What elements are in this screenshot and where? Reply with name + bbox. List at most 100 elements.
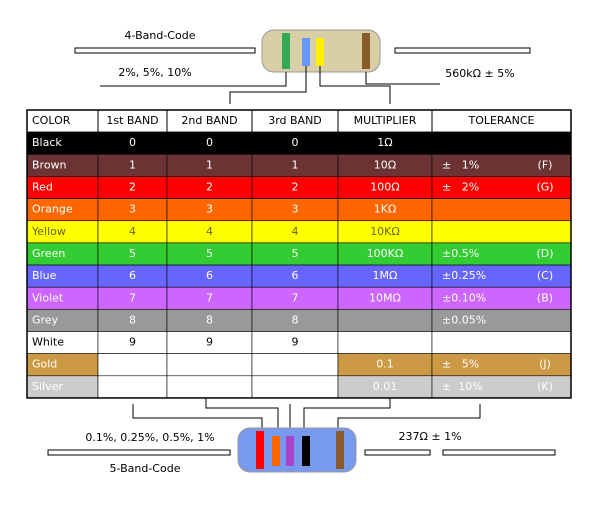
multiplier-text: 0.1 <box>376 358 394 371</box>
tolerance-text: ± 2% <box>442 181 479 194</box>
connector <box>132 404 263 430</box>
multiplier-text: 1KΩ <box>374 203 397 216</box>
color-text: Orange <box>32 203 73 216</box>
band <box>302 38 310 66</box>
band <box>316 38 324 66</box>
tolerance-code: (D) <box>536 247 553 260</box>
color-text: Silver <box>32 380 63 393</box>
connector <box>365 72 440 85</box>
connector <box>205 398 279 430</box>
example-label: 237Ω ± 1% <box>398 430 461 443</box>
color-text: Red <box>32 181 53 194</box>
color-text: Gold <box>32 358 57 371</box>
header-label: MULTIPLIER <box>354 114 417 127</box>
multiplier-text: 100KΩ <box>367 247 404 260</box>
band3-text: 7 <box>292 291 299 304</box>
tolerance-text: ±0.05% <box>442 313 486 326</box>
band2-text: 4 <box>206 225 213 238</box>
cell <box>97 353 168 377</box>
band1-text: 9 <box>129 336 136 349</box>
band2-text: 8 <box>206 313 213 326</box>
multiplier-text: 1MΩ <box>373 269 398 282</box>
band2-text: 6 <box>206 269 213 282</box>
table-border <box>26 109 572 399</box>
connector <box>100 72 287 87</box>
tolerance-code: (J) <box>539 358 551 371</box>
tolerance-label: 0.1%, 0.25%, 0.5%, 1% <box>85 431 214 444</box>
band2-text: 2 <box>206 181 213 194</box>
color-text: Blue <box>32 269 57 282</box>
multiplier-text: 1Ω <box>377 136 392 149</box>
diagram-title: 5-Band-Code <box>110 462 181 475</box>
band3-text: 4 <box>292 225 299 238</box>
multiplier-text: 10KΩ <box>370 225 400 238</box>
band <box>336 431 344 469</box>
color-text: White <box>32 336 64 349</box>
cell <box>431 131 572 155</box>
connector <box>229 66 307 104</box>
band1-text: 8 <box>129 313 136 326</box>
band3-text: 1 <box>292 158 299 171</box>
header-label: 2nd BAND <box>181 114 237 127</box>
tolerance-text: ±0.5% <box>442 247 479 260</box>
tolerance-code: (G) <box>536 181 553 194</box>
header-label: TOLERANCE <box>467 114 534 127</box>
tolerance-text: ± 10% <box>442 380 483 393</box>
tolerance-code: (K) <box>537 380 553 393</box>
band1-text: 6 <box>129 269 136 282</box>
header-label: 1st BAND <box>106 114 158 127</box>
band <box>362 33 370 69</box>
cell <box>431 198 572 222</box>
band1-text: 5 <box>129 247 136 260</box>
cell <box>337 331 433 354</box>
band2-text: 7 <box>206 291 213 304</box>
color-text: Grey <box>32 313 59 326</box>
four-band-diagram: 4-Band-Code 2%, 5%, 10% 560kΩ ± 5% <box>74 29 531 104</box>
band3-text: 3 <box>292 203 299 216</box>
connector <box>319 66 391 104</box>
band <box>302 436 310 466</box>
diagram-title: 4-Band-Code <box>125 29 196 42</box>
tolerance-code: (B) <box>537 291 553 304</box>
multiplier-text: 0.01 <box>373 380 398 393</box>
color-text: Brown <box>32 158 67 171</box>
band2-text: 3 <box>206 203 213 216</box>
cell <box>166 353 253 377</box>
cell <box>166 375 253 399</box>
band1-text: 2 <box>129 181 136 194</box>
header-label: 3rd BAND <box>268 114 322 127</box>
lead-bar <box>364 449 431 456</box>
band <box>256 431 264 469</box>
band2-text: 9 <box>206 336 213 349</box>
band1-text: 0 <box>129 136 136 149</box>
band3-text: 2 <box>292 181 299 194</box>
lead-bar <box>74 47 256 54</box>
band <box>286 436 294 466</box>
band3-text: 5 <box>292 247 299 260</box>
color-text: Black <box>32 136 62 149</box>
band <box>272 436 280 466</box>
tolerance-text: ±0.10% <box>442 291 486 304</box>
multiplier-text: 10Ω <box>374 158 396 171</box>
cell <box>251 353 339 377</box>
connector <box>303 398 391 430</box>
band <box>282 33 290 69</box>
five-band-diagram: 0.1%, 0.25%, 0.5%, 1% 237Ω ± 1% 5-Band-C… <box>47 398 556 475</box>
lead-bar <box>442 449 556 456</box>
header-label: COLOR <box>32 114 71 127</box>
cell <box>431 220 572 244</box>
band3-text: 8 <box>292 313 299 326</box>
tolerance-code: (F) <box>538 158 553 171</box>
band1-text: 7 <box>129 291 136 304</box>
band2-text: 1 <box>206 158 213 171</box>
lead-bar <box>394 47 531 54</box>
connector <box>337 404 481 430</box>
tolerance-text: ± 1% <box>442 158 479 171</box>
lead-bar <box>47 449 231 456</box>
band3-text: 0 <box>292 136 299 149</box>
color-text: Green <box>32 247 65 260</box>
band3-text: 9 <box>292 336 299 349</box>
multiplier-text: 10MΩ <box>369 291 401 304</box>
resistor-body <box>237 427 357 473</box>
